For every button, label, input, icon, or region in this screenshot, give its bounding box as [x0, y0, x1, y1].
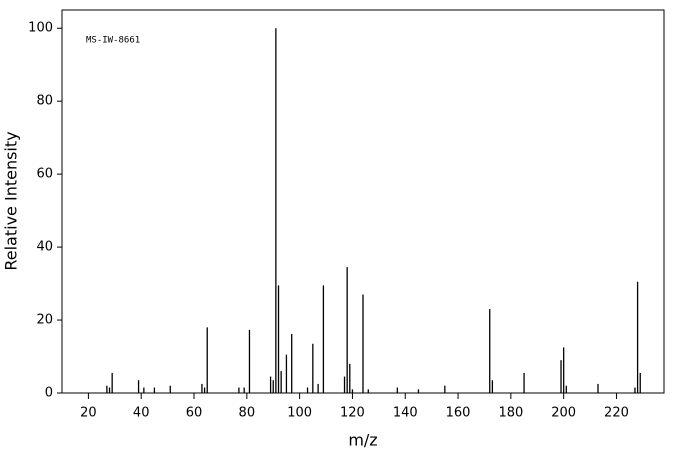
x-tick-label: 220 — [604, 406, 629, 421]
x-tick-label: 180 — [498, 406, 523, 421]
x-tick-label: 200 — [551, 406, 576, 421]
y-tick-label: 0 — [45, 386, 53, 401]
x-axis-label: m/z — [348, 431, 377, 450]
y-tick-label: 60 — [36, 167, 53, 182]
annotation: MS-IW-8661 — [86, 36, 140, 46]
y-axis-label: Relative Intensity — [2, 131, 21, 270]
y-tick-label: 80 — [36, 94, 53, 109]
x-tick-label: 20 — [80, 406, 97, 421]
x-tick-label: 60 — [186, 406, 203, 421]
y-tick-label: 100 — [28, 21, 53, 36]
x-tick-label: 120 — [340, 406, 365, 421]
x-tick-label: 100 — [287, 406, 312, 421]
x-tick-label: 80 — [239, 406, 256, 421]
y-tick-label: 20 — [36, 313, 53, 328]
x-tick-label: 40 — [133, 406, 150, 421]
y-tick-label: 40 — [36, 240, 53, 255]
x-tick-label: 160 — [446, 406, 471, 421]
x-tick-label: 140 — [393, 406, 418, 421]
